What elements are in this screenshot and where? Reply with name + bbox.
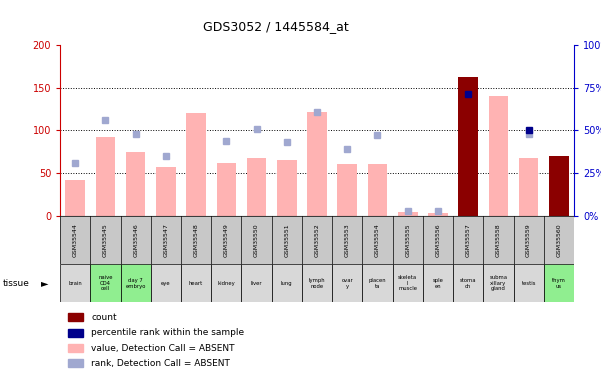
Text: naive
CD4
cell: naive CD4 cell	[98, 275, 113, 291]
Bar	[513, 264, 544, 302]
Text: GSM35554: GSM35554	[375, 223, 380, 257]
Bar	[242, 264, 272, 302]
Text: GSM35551: GSM35551	[284, 223, 289, 257]
Text: day 7
embryо: day 7 embryо	[126, 278, 146, 288]
Text: GSM35548: GSM35548	[194, 223, 198, 257]
Text: ovar
y: ovar y	[341, 278, 353, 288]
Bar	[68, 359, 82, 368]
Text: ►: ►	[41, 278, 48, 288]
Bar	[549, 156, 569, 216]
Text: subma
xillary
gland: subma xillary gland	[489, 275, 507, 291]
Bar	[90, 264, 121, 302]
Bar	[307, 111, 327, 216]
Text: GSM35557: GSM35557	[466, 223, 471, 257]
Bar	[459, 77, 478, 216]
Bar	[489, 96, 508, 216]
Bar	[302, 264, 332, 302]
Bar	[60, 264, 90, 302]
Text: GSM35550: GSM35550	[254, 223, 259, 257]
Text: sple
en: sple en	[433, 278, 444, 288]
Text: testis: testis	[521, 280, 536, 286]
Bar	[186, 113, 206, 216]
Bar	[68, 328, 82, 337]
Bar	[423, 264, 453, 302]
Text: rank, Detection Call = ABSENT: rank, Detection Call = ABSENT	[91, 359, 230, 368]
Text: GSM35545: GSM35545	[103, 223, 108, 257]
Bar	[156, 167, 175, 216]
Text: GSM35560: GSM35560	[557, 223, 561, 257]
Text: GSM35559: GSM35559	[526, 223, 531, 257]
Text: liver: liver	[251, 280, 263, 286]
Bar	[151, 264, 181, 302]
Text: brain: brain	[69, 280, 82, 286]
Text: kidney: kidney	[218, 280, 235, 286]
Bar	[332, 264, 362, 302]
Bar	[398, 212, 418, 216]
Text: count: count	[91, 313, 117, 322]
Bar	[483, 264, 513, 302]
Text: lung: lung	[281, 280, 293, 286]
Text: thym
us: thym us	[552, 278, 566, 288]
Bar	[66, 180, 85, 216]
Bar	[247, 158, 266, 216]
Text: GSM35553: GSM35553	[345, 223, 350, 257]
Bar	[428, 213, 448, 216]
Text: GSM35556: GSM35556	[436, 223, 441, 257]
Bar	[121, 264, 151, 302]
Bar	[544, 264, 574, 302]
Text: percentile rank within the sample: percentile rank within the sample	[91, 328, 245, 337]
Bar	[272, 264, 302, 302]
Text: GSM35555: GSM35555	[405, 223, 410, 257]
Bar	[181, 264, 211, 302]
Text: value, Detection Call = ABSENT: value, Detection Call = ABSENT	[91, 344, 235, 352]
Text: lymph
node: lymph node	[309, 278, 325, 288]
Text: GSM35549: GSM35549	[224, 223, 229, 257]
Text: GSM35544: GSM35544	[73, 223, 78, 257]
Text: eye: eye	[161, 280, 171, 286]
Bar	[211, 264, 242, 302]
Bar	[96, 137, 115, 216]
Text: heart: heart	[189, 280, 203, 286]
Text: GSM35547: GSM35547	[163, 223, 168, 257]
Bar	[216, 163, 236, 216]
Bar	[68, 344, 82, 352]
Text: placen
ta: placen ta	[368, 278, 386, 288]
Text: GSM35552: GSM35552	[314, 223, 320, 257]
Text: tissue: tissue	[3, 279, 30, 288]
Bar	[68, 313, 82, 321]
Text: GSM35546: GSM35546	[133, 223, 138, 257]
Bar	[453, 264, 483, 302]
Bar	[337, 165, 357, 216]
Bar	[519, 158, 538, 216]
Title: GDS3052 / 1445584_at: GDS3052 / 1445584_at	[203, 20, 349, 33]
Bar	[362, 264, 392, 302]
Bar	[368, 165, 387, 216]
Bar	[277, 160, 297, 216]
Bar	[126, 153, 145, 216]
Text: stoma
ch: stoma ch	[460, 278, 477, 288]
Text: GSM35558: GSM35558	[496, 223, 501, 257]
Text: skeleta
l
muscle: skeleta l muscle	[398, 275, 417, 291]
Bar	[392, 264, 423, 302]
